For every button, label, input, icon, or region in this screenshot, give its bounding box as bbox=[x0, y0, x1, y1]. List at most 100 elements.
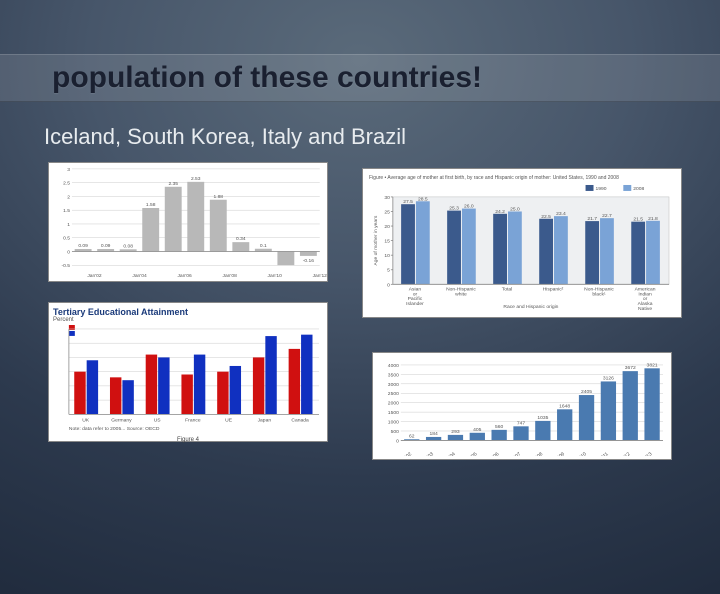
svg-text:2004: 2004 bbox=[444, 451, 456, 456]
svg-text:0.34: 0.34 bbox=[236, 236, 246, 242]
slide-subtitle: Iceland, South Korea, Italy and Brazil bbox=[44, 124, 720, 150]
svg-text:4000: 4000 bbox=[388, 363, 399, 369]
svg-text:Age of mother in years: Age of mother in years bbox=[373, 215, 379, 265]
svg-text:2002: 2002 bbox=[401, 451, 413, 456]
svg-text:10: 10 bbox=[384, 253, 390, 259]
chart3-caption: Figure 4 bbox=[53, 437, 323, 443]
chart-rising-bars: 0 500 1000 1500 2000 2500 3000 3500 4000 62 2002 18… bbox=[372, 352, 672, 460]
svg-text:3672: 3672 bbox=[625, 365, 636, 371]
svg-text:white: white bbox=[455, 291, 467, 297]
svg-text:3821: 3821 bbox=[647, 362, 658, 368]
svg-text:0.09: 0.09 bbox=[101, 243, 111, 249]
svg-text:Jan'06: Jan'06 bbox=[177, 273, 192, 279]
svg-text:184: 184 bbox=[429, 431, 438, 437]
svg-text:1.88: 1.88 bbox=[214, 194, 224, 200]
svg-text:0: 0 bbox=[387, 282, 390, 288]
svg-text:30: 30 bbox=[384, 195, 390, 201]
svg-text:25.0: 25.0 bbox=[510, 206, 520, 212]
svg-text:1000: 1000 bbox=[388, 420, 399, 426]
svg-text:Canada: Canada bbox=[291, 417, 309, 423]
svg-text:1.5: 1.5 bbox=[63, 208, 70, 214]
svg-text:1500: 1500 bbox=[388, 410, 399, 416]
svg-text:2010: 2010 bbox=[576, 451, 588, 456]
svg-text:UK: UK bbox=[82, 417, 90, 423]
svg-text:Islander: Islander bbox=[406, 301, 424, 307]
svg-text:2.53: 2.53 bbox=[191, 176, 201, 182]
chart3-title: Tertiary Educational Attainment bbox=[53, 307, 323, 317]
svg-text:Jan'08: Jan'08 bbox=[223, 273, 238, 279]
chart-gray-bars: -0.500.511.522.530.090.090.081.582.352.5… bbox=[48, 162, 328, 282]
svg-text:1035: 1035 bbox=[537, 415, 548, 421]
svg-text:62: 62 bbox=[409, 433, 415, 439]
svg-text:Hispanic²: Hispanic² bbox=[543, 286, 564, 292]
svg-text:0: 0 bbox=[67, 249, 70, 255]
chart3-subtitle: Percent bbox=[53, 317, 323, 323]
svg-text:560: 560 bbox=[495, 424, 504, 430]
svg-text:22.5: 22.5 bbox=[541, 214, 551, 220]
svg-text:293: 293 bbox=[451, 429, 460, 435]
chart2-title: Figure • Average age of mother at first … bbox=[369, 175, 675, 181]
svg-text:3000: 3000 bbox=[388, 382, 399, 388]
svg-text:1.58: 1.58 bbox=[146, 202, 156, 208]
svg-text:Total: Total bbox=[502, 286, 512, 292]
chart-age-mother: Figure • Average age of mother at first … bbox=[362, 168, 682, 318]
svg-text:Germany: Germany bbox=[111, 417, 132, 423]
svg-text:2007: 2007 bbox=[510, 451, 522, 456]
svg-text:Jan'02: Jan'02 bbox=[87, 273, 102, 279]
title-band: population of these countries! bbox=[0, 54, 720, 102]
svg-text:0.09: 0.09 bbox=[78, 243, 88, 249]
svg-text:Race and Hispanic origin: Race and Hispanic origin bbox=[503, 304, 558, 310]
svg-text:2011: 2011 bbox=[598, 451, 610, 456]
svg-text:25: 25 bbox=[384, 209, 390, 215]
svg-text:0.1: 0.1 bbox=[260, 243, 267, 249]
svg-text:Jan'12: Jan'12 bbox=[313, 273, 327, 279]
svg-text:2003: 2003 bbox=[423, 451, 435, 456]
svg-text:2: 2 bbox=[67, 194, 70, 200]
svg-text:2008: 2008 bbox=[532, 451, 544, 456]
svg-text:23.4: 23.4 bbox=[556, 211, 566, 217]
svg-text:3: 3 bbox=[67, 167, 70, 173]
slide-title: population of these countries! bbox=[52, 61, 720, 95]
svg-text:2000: 2000 bbox=[388, 401, 399, 407]
svg-text:Note: data refer to 2005... S: Note: data refer to 2005... Source: OECD bbox=[69, 426, 160, 432]
svg-text:Japan: Japan bbox=[258, 417, 272, 423]
svg-text:21.5: 21.5 bbox=[633, 217, 643, 223]
svg-text:5: 5 bbox=[387, 268, 390, 274]
svg-text:1990: 1990 bbox=[595, 186, 606, 192]
svg-text:500: 500 bbox=[391, 429, 400, 435]
svg-text:mar/13: mar/13 bbox=[638, 451, 654, 456]
svg-text:25.3: 25.3 bbox=[449, 206, 459, 212]
chart-tertiary-edu: Tertiary Educational Attainment Percent … bbox=[48, 302, 328, 442]
svg-text:747: 747 bbox=[517, 420, 526, 426]
svg-text:24.2: 24.2 bbox=[495, 209, 505, 215]
svg-text:Jan'10: Jan'10 bbox=[268, 273, 283, 279]
svg-text:black¹: black¹ bbox=[592, 291, 606, 297]
svg-text:1: 1 bbox=[67, 222, 70, 228]
svg-text:26.0: 26.0 bbox=[464, 204, 474, 210]
svg-text:2012: 2012 bbox=[619, 451, 631, 456]
svg-text:2006: 2006 bbox=[488, 451, 500, 456]
svg-text:France: France bbox=[185, 417, 201, 423]
svg-text:27.5: 27.5 bbox=[403, 199, 413, 205]
svg-text:405: 405 bbox=[473, 427, 482, 433]
svg-text:20: 20 bbox=[384, 224, 390, 230]
svg-text:3500: 3500 bbox=[388, 372, 399, 378]
svg-text:Native: Native bbox=[638, 306, 652, 310]
svg-text:Jan'04: Jan'04 bbox=[132, 273, 147, 279]
svg-text:2008: 2008 bbox=[633, 186, 644, 192]
svg-text:21.7: 21.7 bbox=[587, 216, 597, 222]
svg-text:3126: 3126 bbox=[603, 375, 614, 381]
svg-text:0: 0 bbox=[396, 438, 399, 444]
svg-text:-0.16: -0.16 bbox=[303, 258, 314, 264]
svg-text:2.5: 2.5 bbox=[63, 181, 70, 187]
svg-text:2500: 2500 bbox=[388, 391, 399, 397]
svg-text:2.35: 2.35 bbox=[168, 181, 178, 187]
svg-text:15: 15 bbox=[384, 239, 390, 245]
svg-text:2005: 2005 bbox=[466, 451, 478, 456]
svg-text:0.08: 0.08 bbox=[123, 243, 133, 249]
svg-text:-0.5: -0.5 bbox=[62, 263, 71, 269]
svg-text:2009: 2009 bbox=[554, 451, 566, 456]
svg-text:22.7: 22.7 bbox=[602, 213, 612, 219]
svg-text:2405: 2405 bbox=[581, 389, 592, 395]
svg-text:1648: 1648 bbox=[559, 403, 570, 409]
